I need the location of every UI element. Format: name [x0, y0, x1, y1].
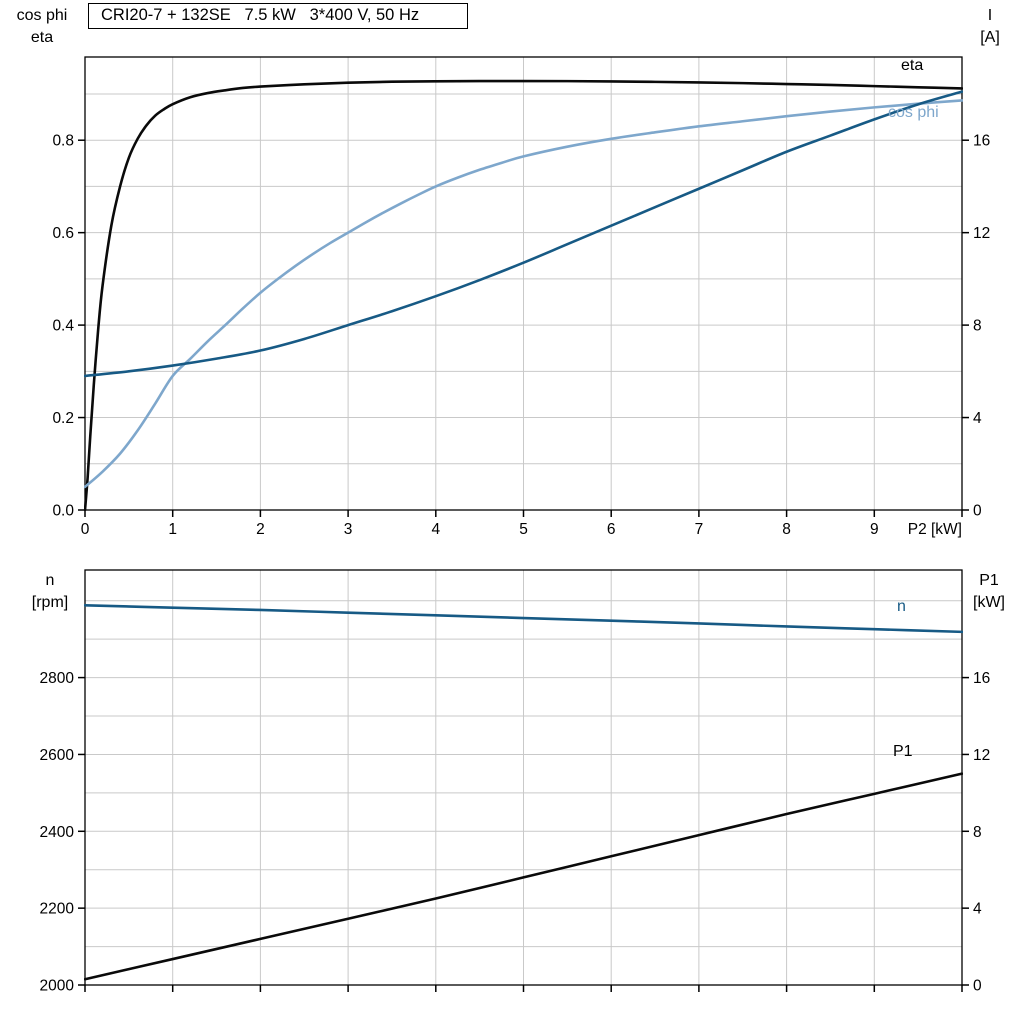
series-current [84, 90, 963, 378]
x-tick-label: 8 [782, 521, 791, 538]
left-tick-label: 2000 [40, 978, 75, 995]
p1-curve-label: P1 [893, 743, 913, 760]
right-tick-label: 12 [973, 747, 990, 764]
right-tick-label: 16 [973, 670, 990, 687]
right-tick-label: 4 [973, 410, 982, 427]
bottom-left-axis-title: n [rpm] [31, 572, 69, 611]
left-tick-label: 0.6 [52, 225, 74, 242]
right-tick-label: 0 [973, 978, 982, 995]
x-tick-label: 9 [870, 521, 879, 538]
top-right-axis-title: I [A] [980, 7, 1000, 46]
left-tick-label: 0.2 [52, 410, 74, 427]
left-tick-label: 0.0 [52, 503, 74, 520]
cos-phi-curve-label: cos phi [888, 104, 939, 121]
left-tick-label: 2400 [40, 824, 75, 841]
x-tick-label: 4 [431, 521, 440, 538]
chart-speed-power: 2000 2200 2400 2600 2800 0 4 8 12 16 [40, 569, 990, 995]
series-group [84, 79, 963, 511]
left-tick-label: 0.4 [52, 318, 74, 335]
x-axis-unit-label: P2 [kW] [908, 521, 962, 538]
bottom-right-axis-title: P1 [kW] [973, 572, 1005, 611]
series-group [84, 604, 963, 981]
right-tick-label: 8 [973, 824, 982, 841]
x-tick-label: 1 [168, 521, 177, 538]
left-tick-label: 2800 [40, 670, 75, 687]
x-tick-label: 5 [519, 521, 528, 538]
left-tick-label: 2200 [40, 901, 75, 918]
x-tick-label: 7 [695, 521, 704, 538]
series-n [84, 604, 963, 634]
series-P1 [84, 772, 963, 981]
right-tick-label: 8 [973, 318, 982, 335]
right-tick-label: 0 [973, 503, 982, 520]
right-tick-label: 4 [973, 901, 982, 918]
x-tick-label: 3 [344, 521, 353, 538]
x-tick-label: 6 [607, 521, 616, 538]
right-tick-label: 16 [973, 133, 990, 150]
x-tick-label: 2 [256, 521, 265, 538]
n-curve-label: n [897, 598, 906, 615]
x-tick-label: 0 [81, 521, 90, 538]
eta-curve-label: eta [901, 57, 924, 74]
chart-title-box: CRI20-7 + 132SE 7.5 kW 3*400 V, 50 Hz [88, 3, 468, 29]
left-tick-label: 0.8 [52, 133, 74, 150]
series-eta [84, 79, 963, 511]
top-left-axis-title: cos phi eta [16, 7, 68, 46]
left-tick-label: 2600 [40, 747, 75, 764]
right-tick-label: 12 [973, 225, 990, 242]
